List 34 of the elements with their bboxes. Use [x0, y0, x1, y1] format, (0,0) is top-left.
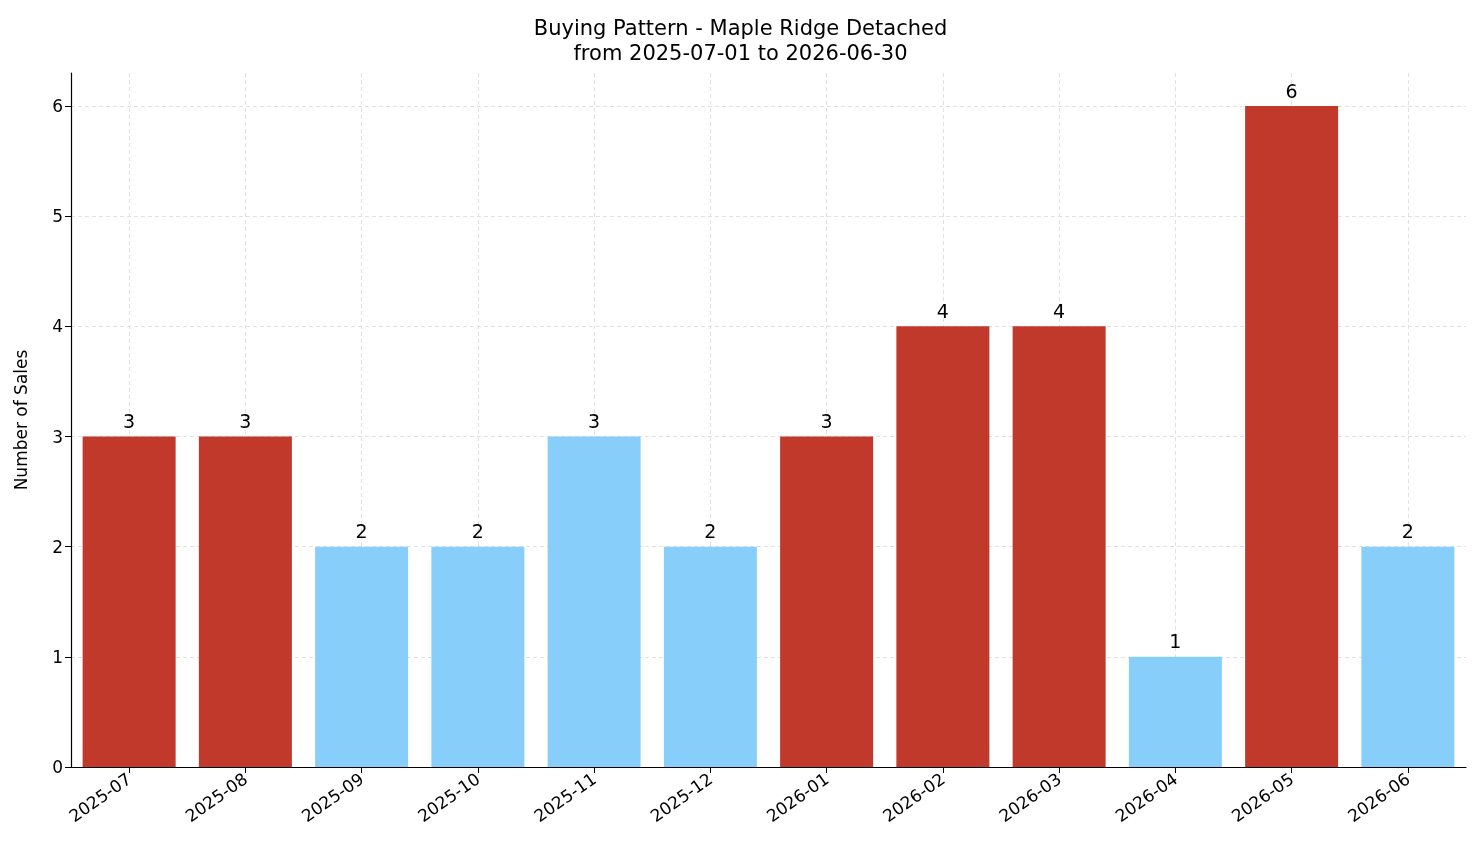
bar — [1012, 326, 1106, 767]
data-label: 3 — [123, 410, 136, 433]
data-label: 2 — [471, 520, 484, 543]
data-label: 3 — [820, 410, 833, 433]
data-label: 3 — [588, 410, 601, 433]
bar — [198, 436, 292, 767]
y-tick-label: 3 — [52, 426, 63, 447]
y-tick-label: 1 — [52, 646, 63, 667]
chart-subtitle: from 2025-07-01 to 2026-06-30 — [573, 40, 908, 65]
y-tick-label: 0 — [52, 757, 63, 777]
data-label: 4 — [1053, 299, 1066, 322]
bar — [547, 436, 641, 767]
data-label: 1 — [1169, 630, 1182, 653]
bar — [1361, 546, 1455, 767]
data-label: 2 — [355, 520, 368, 543]
data-label: 3 — [239, 410, 252, 433]
bar — [315, 546, 409, 767]
data-label: 4 — [936, 299, 949, 322]
y-tick-label: 6 — [52, 96, 63, 117]
bar — [1128, 656, 1222, 767]
y-tick-label: 2 — [52, 536, 63, 557]
y-tick-label: 4 — [52, 316, 63, 337]
y-tick-label: 5 — [52, 206, 63, 227]
bar — [1245, 106, 1339, 767]
bar — [431, 546, 525, 767]
data-label: 6 — [1285, 79, 1298, 102]
chart-title: Buying Pattern - Maple Ridge Detached — [533, 15, 948, 40]
bar — [663, 546, 757, 767]
bar — [82, 436, 176, 767]
data-label: 2 — [704, 520, 717, 543]
bar — [780, 436, 874, 767]
data-label: 2 — [1401, 520, 1414, 543]
y-axis-title: Number of Sales — [10, 349, 31, 491]
bar — [896, 326, 990, 767]
